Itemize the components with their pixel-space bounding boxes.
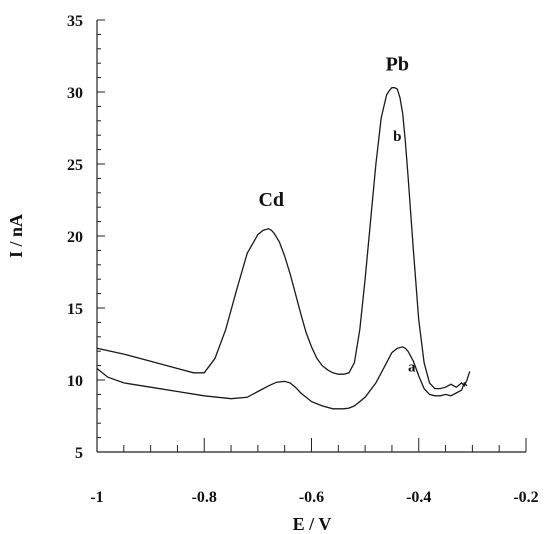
- y-tick-label: 5: [75, 445, 83, 462]
- x-tick-label: -1: [90, 489, 103, 506]
- x-tick-label: -0.6: [299, 489, 324, 506]
- y-axis-title: I / nA: [6, 214, 26, 258]
- y-tick-label: 10: [67, 373, 83, 390]
- x-tick-label: -0.4: [406, 489, 431, 506]
- x-axis-title: E / V: [293, 514, 332, 534]
- y-tick-label: 30: [67, 85, 83, 102]
- axes: [96, 20, 526, 453]
- series-line-b: [96, 87, 471, 390]
- curve-label-a: a: [408, 359, 416, 375]
- annotations: Cd Pb b a: [258, 53, 416, 375]
- series-line-a: [96, 346, 468, 410]
- x-tick-label: -0.8: [192, 489, 217, 506]
- peak-label-pb: Pb: [386, 53, 409, 75]
- y-tick-label: 35: [67, 13, 83, 30]
- y-tick-label: 15: [67, 301, 83, 318]
- tick-marks: [96, 19, 527, 453]
- curve-label-b: b: [393, 129, 401, 145]
- x-tick-label: -0.2: [513, 489, 538, 506]
- peak-label-cd: Cd: [258, 189, 284, 211]
- y-tick-label: 25: [67, 157, 83, 174]
- tick-labels: 5 10 15 20 25 30 35 -1 -0.8 -0.6 -0.4 -0.2: [67, 13, 539, 506]
- series-group: [96, 87, 471, 410]
- y-tick-label: 20: [67, 229, 83, 246]
